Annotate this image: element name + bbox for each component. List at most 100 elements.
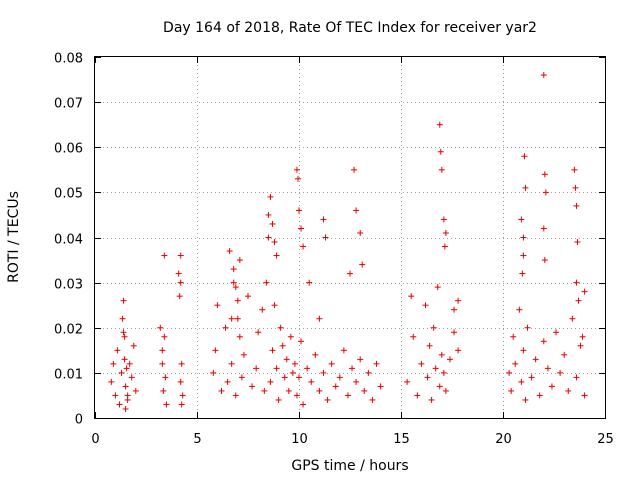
- data-point: [440, 369, 447, 376]
- data-point: [520, 347, 527, 354]
- data-point: [565, 387, 572, 394]
- data-point: [438, 351, 445, 358]
- data-point: [353, 207, 360, 214]
- data-point: [130, 342, 137, 349]
- data-point: [438, 166, 445, 173]
- data-point: [308, 378, 315, 385]
- data-point: [253, 365, 260, 372]
- chart-title: Day 164 of 2018, Rate Of TEC Index for r…: [163, 20, 537, 36]
- data-point: [121, 333, 128, 340]
- y-tick-label: 0: [75, 413, 83, 428]
- data-point: [426, 342, 433, 349]
- x-axis-label: GPS time / hours: [291, 458, 408, 474]
- data-point: [236, 333, 243, 340]
- data-point: [273, 365, 280, 372]
- data-point: [212, 347, 219, 354]
- data-point: [222, 324, 229, 331]
- data-point: [255, 329, 262, 336]
- data-point: [259, 306, 266, 313]
- data-point: [275, 396, 282, 403]
- data-point: [577, 342, 584, 349]
- data-point: [541, 257, 548, 264]
- y-tick-label: 0.05: [54, 187, 83, 202]
- data-point: [573, 202, 580, 209]
- data-point: [521, 153, 528, 160]
- data-point: [410, 333, 417, 340]
- data-point: [230, 279, 237, 286]
- data-point: [124, 392, 131, 399]
- data-point: [245, 293, 251, 300]
- data-point: [340, 347, 347, 354]
- data-point: [436, 121, 443, 128]
- data-point: [571, 166, 578, 173]
- data-point: [116, 401, 123, 408]
- x-tick-label: 25: [597, 432, 614, 447]
- data-point: [581, 392, 588, 399]
- data-point: [522, 396, 529, 403]
- x-tick-label: 5: [193, 432, 201, 447]
- data-point: [548, 383, 555, 390]
- data-point: [455, 297, 462, 304]
- data-point: [177, 279, 184, 286]
- data-point: [114, 347, 121, 354]
- y-tick-label: 0.01: [54, 368, 83, 383]
- data-point: [267, 378, 274, 385]
- data-point: [228, 315, 235, 322]
- data-point: [561, 351, 568, 358]
- data-point: [446, 356, 453, 363]
- data-point: [540, 72, 547, 79]
- data-point: [574, 239, 581, 246]
- data-point: [119, 315, 126, 322]
- data-point: [108, 378, 115, 385]
- x-tick-label: 20: [495, 432, 512, 447]
- data-point: [518, 216, 525, 223]
- data-point: [316, 315, 323, 322]
- data-point: [365, 369, 372, 376]
- data-point: [273, 252, 280, 259]
- data-point: [349, 365, 356, 372]
- grid-lines: [95, 57, 605, 418]
- data-point: [369, 396, 376, 403]
- data-point: [300, 401, 307, 408]
- data-point: [120, 297, 127, 304]
- plot-frame: [94, 56, 606, 419]
- data-point: [536, 392, 543, 399]
- data-point: [210, 369, 217, 376]
- data-point: [175, 270, 182, 277]
- data-point: [422, 302, 429, 309]
- data-point: [296, 207, 302, 214]
- data-point: [455, 347, 462, 354]
- data-point: [357, 229, 364, 236]
- data-point: [328, 360, 335, 367]
- data-point: [287, 333, 294, 340]
- y-tick-label: 0.07: [54, 97, 83, 112]
- data-point: [265, 234, 272, 241]
- data-point: [357, 356, 364, 363]
- data-point: [572, 184, 579, 191]
- data-point: [575, 297, 582, 304]
- data-point: [240, 351, 247, 358]
- data-point: [163, 401, 170, 408]
- data-point: [347, 270, 353, 277]
- data-point: [506, 369, 513, 376]
- data-point: [298, 338, 305, 345]
- data-point: [320, 369, 327, 376]
- data-point: [162, 374, 169, 381]
- data-point: [293, 392, 300, 399]
- data-point: [418, 360, 425, 367]
- data-point: [179, 392, 186, 399]
- data-point: [277, 324, 284, 331]
- data-point: [520, 234, 527, 241]
- data-point: [269, 220, 276, 227]
- data-point: [126, 360, 133, 367]
- data-point: [540, 225, 547, 232]
- data-point: [373, 360, 380, 367]
- data-point: [437, 148, 444, 155]
- data-point: [306, 279, 313, 286]
- data-point: [440, 216, 447, 223]
- data-point: [178, 401, 185, 408]
- data-point: [510, 333, 517, 340]
- data-point: [218, 387, 225, 394]
- data-point: [281, 374, 288, 381]
- data-point: [528, 374, 535, 381]
